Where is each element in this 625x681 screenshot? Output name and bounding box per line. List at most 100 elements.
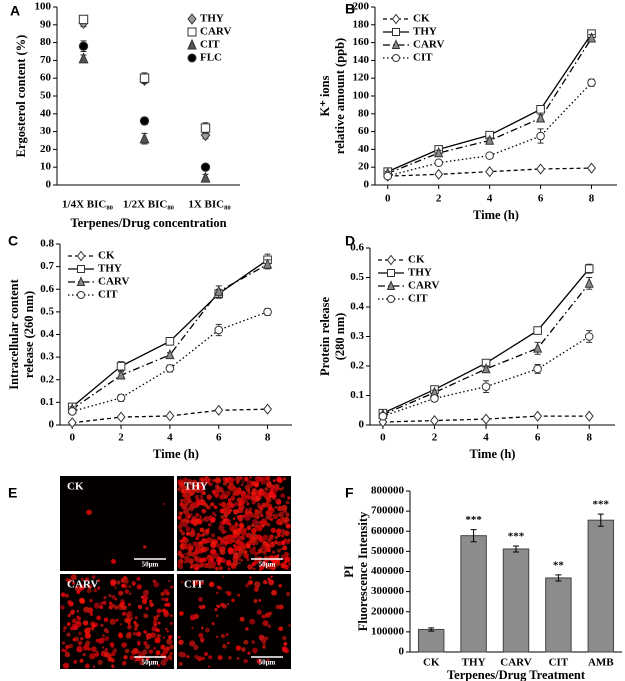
cell	[257, 502, 261, 506]
cell	[79, 598, 86, 604]
cell	[88, 647, 92, 651]
cell	[206, 479, 211, 484]
cell	[213, 549, 217, 554]
legend-marker	[76, 250, 86, 262]
cell	[264, 550, 267, 554]
y-axis-label: K⁺ ions	[318, 75, 332, 116]
marker	[165, 348, 175, 360]
cell	[246, 582, 250, 585]
cell	[82, 620, 89, 626]
cell	[137, 650, 142, 655]
cell	[282, 477, 286, 481]
cell	[72, 581, 76, 585]
marker	[263, 258, 273, 269]
cell	[199, 557, 205, 563]
cell	[99, 605, 104, 609]
cell	[191, 527, 194, 530]
cell	[245, 487, 249, 491]
x-tick-label: 2	[436, 193, 442, 205]
cell	[97, 659, 103, 666]
marker	[430, 394, 439, 403]
tile-label: CIT	[184, 579, 204, 591]
cell	[236, 487, 242, 492]
cell	[93, 665, 96, 668]
cell	[221, 545, 226, 551]
cell	[240, 559, 243, 562]
cell	[156, 613, 160, 618]
cell	[236, 540, 241, 544]
cell	[207, 505, 211, 510]
cell	[76, 590, 81, 595]
marker	[430, 414, 439, 427]
cell	[203, 515, 210, 523]
cell	[260, 545, 266, 551]
cell	[148, 649, 154, 654]
cell	[196, 532, 201, 538]
cell	[121, 578, 125, 583]
cell	[179, 515, 182, 518]
marker	[584, 264, 594, 273]
cell	[232, 517, 236, 520]
cell	[76, 646, 83, 653]
cell	[91, 575, 96, 579]
marker	[116, 393, 126, 403]
cell	[264, 487, 269, 491]
cell	[209, 478, 212, 481]
cell	[266, 523, 271, 527]
cell	[271, 590, 276, 596]
legend-label: CARV	[408, 280, 439, 292]
cell	[188, 558, 194, 564]
cell	[265, 476, 271, 481]
cell	[170, 585, 174, 589]
cell	[181, 493, 185, 497]
cell	[201, 656, 205, 661]
cell	[64, 593, 70, 598]
legend-label: CIT	[200, 39, 220, 51]
marker	[533, 410, 543, 422]
y-axis-label: release (260 nm)	[22, 291, 36, 378]
cell	[107, 656, 113, 662]
cell	[232, 490, 239, 496]
cell	[281, 486, 285, 490]
cell	[185, 531, 190, 536]
cell	[239, 535, 245, 541]
cell	[210, 540, 216, 546]
cell	[134, 615, 139, 620]
cell	[230, 495, 236, 501]
y-tick-label: 0.6	[350, 242, 364, 254]
cell	[275, 604, 281, 610]
cell	[266, 658, 270, 662]
cell	[155, 628, 160, 633]
cell	[214, 477, 222, 484]
cell	[216, 605, 221, 609]
cell	[273, 488, 278, 493]
cell	[116, 580, 121, 585]
cell	[241, 480, 245, 483]
cell	[239, 523, 245, 529]
cell	[237, 527, 242, 532]
cell	[256, 525, 261, 531]
cell	[262, 476, 267, 481]
scale-label: 50μm	[142, 561, 159, 569]
cell	[91, 646, 97, 652]
cell	[189, 640, 196, 647]
cell	[200, 546, 207, 553]
marker	[481, 382, 491, 391]
cell	[194, 546, 201, 553]
cell	[228, 523, 231, 526]
cell	[251, 488, 257, 494]
cell	[227, 498, 232, 502]
cell	[284, 556, 291, 563]
cell	[267, 538, 272, 543]
cell	[157, 664, 160, 667]
cell	[63, 648, 68, 653]
x-tick-label: 8	[589, 193, 595, 205]
cell	[195, 566, 199, 570]
x-tick-label: 0	[69, 432, 75, 444]
cell	[280, 540, 286, 546]
y-tick-label: 70	[40, 54, 52, 66]
cell	[80, 637, 84, 641]
micrograph: CARV 50μm	[60, 574, 174, 669]
cell	[284, 517, 287, 520]
cell	[118, 633, 124, 639]
